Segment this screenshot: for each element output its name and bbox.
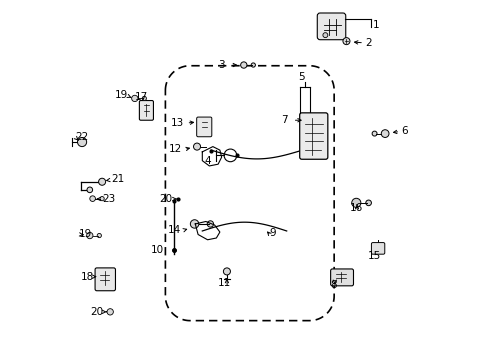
Text: 23: 23 <box>102 194 115 204</box>
Circle shape <box>251 63 255 67</box>
FancyBboxPatch shape <box>299 113 327 159</box>
Circle shape <box>193 143 200 150</box>
Circle shape <box>351 198 360 207</box>
Text: 21: 21 <box>111 174 124 184</box>
Circle shape <box>131 95 138 102</box>
Text: 12: 12 <box>169 144 182 154</box>
Text: 4: 4 <box>203 156 210 166</box>
Circle shape <box>87 187 92 193</box>
Circle shape <box>371 131 376 136</box>
Circle shape <box>100 197 104 201</box>
FancyBboxPatch shape <box>196 117 211 137</box>
FancyBboxPatch shape <box>371 243 384 254</box>
Text: 8: 8 <box>329 280 336 291</box>
Text: 19: 19 <box>114 90 127 100</box>
FancyBboxPatch shape <box>317 13 345 40</box>
Circle shape <box>223 268 230 275</box>
FancyBboxPatch shape <box>95 268 115 291</box>
Circle shape <box>207 221 213 227</box>
Circle shape <box>86 233 93 239</box>
Text: 1: 1 <box>372 20 379 30</box>
Text: 13: 13 <box>170 118 183 128</box>
Circle shape <box>365 200 371 206</box>
Text: 14: 14 <box>167 225 181 235</box>
Circle shape <box>97 233 101 238</box>
Text: 9: 9 <box>269 229 276 238</box>
FancyBboxPatch shape <box>330 269 353 286</box>
Text: 20: 20 <box>159 194 172 204</box>
Circle shape <box>107 309 113 315</box>
Text: 20: 20 <box>90 307 103 317</box>
Circle shape <box>77 138 86 147</box>
Text: 7: 7 <box>280 115 287 125</box>
Circle shape <box>240 62 246 68</box>
Text: 17: 17 <box>135 93 148 102</box>
Circle shape <box>342 37 349 45</box>
Text: 6: 6 <box>400 126 407 136</box>
Text: 5: 5 <box>298 72 305 82</box>
Text: 2: 2 <box>365 38 371 48</box>
Text: 3: 3 <box>218 60 224 70</box>
Text: 11: 11 <box>217 278 230 288</box>
Text: 19: 19 <box>79 229 92 239</box>
Circle shape <box>90 196 95 202</box>
Circle shape <box>142 96 146 100</box>
Text: 10: 10 <box>151 244 164 255</box>
Text: 16: 16 <box>349 203 362 213</box>
Text: 18: 18 <box>81 272 94 282</box>
Circle shape <box>322 33 327 37</box>
Circle shape <box>381 130 388 138</box>
Text: 22: 22 <box>75 132 88 142</box>
Text: 15: 15 <box>367 251 381 261</box>
Circle shape <box>99 178 105 185</box>
FancyBboxPatch shape <box>139 100 153 120</box>
Circle shape <box>190 220 199 228</box>
